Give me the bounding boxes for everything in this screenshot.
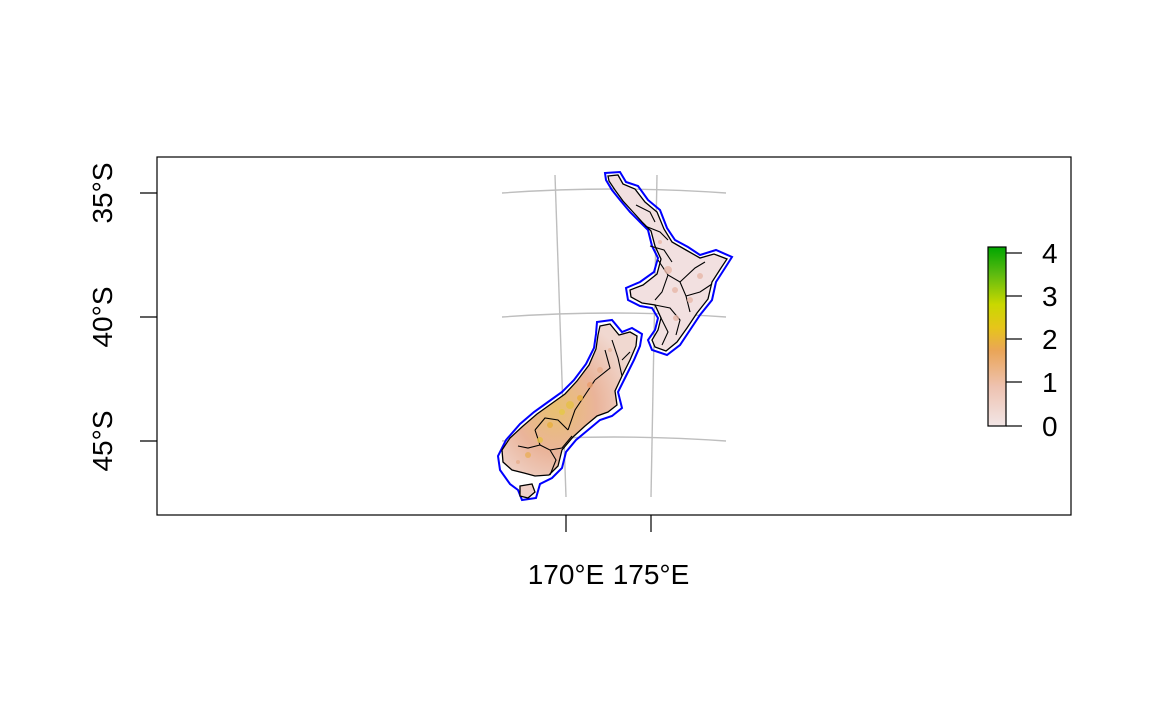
south-island-land bbox=[501, 323, 638, 477]
y-tick-label-45s: 45°S bbox=[87, 410, 118, 471]
legend-label-0: 0 bbox=[1042, 411, 1058, 442]
south-island-terrain bbox=[516, 348, 612, 464]
north-island bbox=[603, 170, 734, 357]
legend-colorbar bbox=[987, 246, 1007, 427]
x-axis bbox=[565, 515, 652, 532]
north-island-land bbox=[607, 174, 728, 352]
plot-frame bbox=[156, 156, 1072, 516]
south-island-buffer bbox=[496, 318, 644, 502]
legend-label-4: 4 bbox=[1042, 238, 1058, 269]
x-tick-label-175e: 175°E bbox=[613, 559, 690, 590]
legend-ticks bbox=[1006, 252, 1022, 427]
y-tick-label-40s: 40°S bbox=[87, 286, 118, 347]
legend: 0 1 2 3 4 bbox=[987, 238, 1058, 442]
north-island-buffer bbox=[603, 170, 734, 357]
legend-label-2: 2 bbox=[1042, 324, 1058, 355]
x-tick-label-170e: 170°E bbox=[528, 559, 605, 590]
legend-label-1: 1 bbox=[1042, 367, 1058, 398]
south-island bbox=[496, 318, 644, 502]
y-axis bbox=[140, 192, 157, 442]
y-tick-label-35s: 35°S bbox=[87, 162, 118, 223]
stewart-island bbox=[519, 483, 536, 499]
north-island-regions bbox=[635, 204, 713, 346]
legend-label-3: 3 bbox=[1042, 281, 1058, 312]
north-island-terrain bbox=[658, 240, 703, 321]
